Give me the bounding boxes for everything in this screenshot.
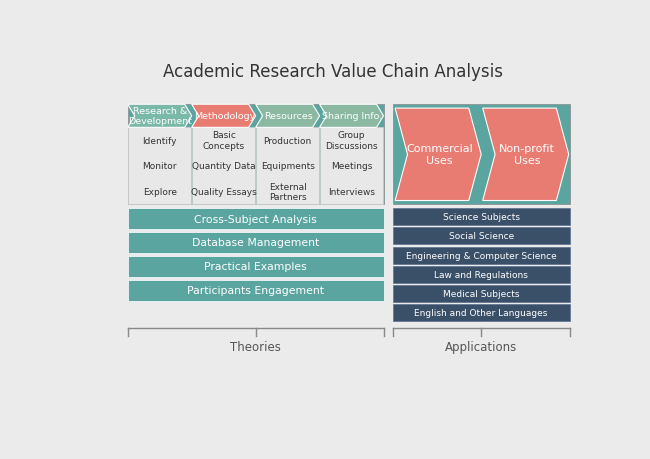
Text: Basic
Concepts: Basic Concepts — [203, 131, 244, 151]
Text: English and Other Languages: English and Other Languages — [415, 309, 548, 318]
Text: Sharing Info.: Sharing Info. — [322, 112, 382, 121]
Text: Database Management: Database Management — [192, 238, 319, 248]
Text: Medical Subjects: Medical Subjects — [443, 290, 519, 298]
FancyBboxPatch shape — [128, 105, 384, 205]
Text: Engineering & Computer Science: Engineering & Computer Science — [406, 251, 556, 260]
Text: Methodology: Methodology — [194, 112, 255, 121]
Text: Law and Regulations: Law and Regulations — [434, 270, 528, 280]
Text: Production: Production — [263, 136, 312, 146]
Text: Group
Discussions: Group Discussions — [325, 131, 378, 151]
Text: Research &
Development: Research & Development — [129, 107, 192, 126]
FancyBboxPatch shape — [256, 128, 319, 205]
Text: Commercial
Uses: Commercial Uses — [406, 144, 473, 166]
Polygon shape — [320, 105, 384, 128]
Text: Practical Examples: Practical Examples — [204, 262, 307, 272]
FancyBboxPatch shape — [128, 128, 191, 205]
FancyBboxPatch shape — [128, 233, 384, 253]
Text: Social Science: Social Science — [448, 232, 514, 241]
Polygon shape — [395, 109, 481, 201]
FancyBboxPatch shape — [128, 257, 384, 277]
Text: Participants Engagement: Participants Engagement — [187, 285, 324, 296]
Polygon shape — [255, 105, 320, 128]
FancyBboxPatch shape — [393, 209, 569, 226]
Text: Applications: Applications — [445, 340, 517, 353]
FancyBboxPatch shape — [128, 209, 384, 230]
Polygon shape — [192, 105, 255, 128]
Text: External
Partners: External Partners — [268, 182, 306, 202]
Text: Monitor: Monitor — [142, 162, 177, 171]
FancyBboxPatch shape — [393, 305, 569, 322]
Text: Identify: Identify — [142, 136, 177, 146]
Text: Theories: Theories — [230, 340, 281, 353]
Text: Academic Research Value Chain Analysis: Academic Research Value Chain Analysis — [163, 63, 503, 81]
FancyBboxPatch shape — [393, 266, 569, 283]
Text: Resources: Resources — [264, 112, 313, 121]
Polygon shape — [483, 109, 569, 201]
Text: Cross-Subject Analysis: Cross-Subject Analysis — [194, 214, 317, 224]
Text: Interviews: Interviews — [328, 188, 375, 196]
Text: Equipments: Equipments — [261, 162, 315, 171]
FancyBboxPatch shape — [320, 128, 383, 205]
FancyBboxPatch shape — [128, 280, 384, 301]
Text: Explore: Explore — [143, 188, 177, 196]
Text: Science Subjects: Science Subjects — [443, 213, 519, 222]
FancyBboxPatch shape — [393, 285, 569, 302]
Text: Quality Essays: Quality Essays — [191, 188, 257, 196]
FancyBboxPatch shape — [393, 105, 569, 205]
FancyBboxPatch shape — [393, 247, 569, 264]
FancyBboxPatch shape — [192, 128, 255, 205]
Polygon shape — [128, 105, 192, 128]
FancyBboxPatch shape — [393, 228, 569, 245]
Text: Meetings: Meetings — [331, 162, 372, 171]
Text: Quantity Data: Quantity Data — [192, 162, 255, 171]
Text: Non-profit
Uses: Non-profit Uses — [499, 144, 555, 166]
